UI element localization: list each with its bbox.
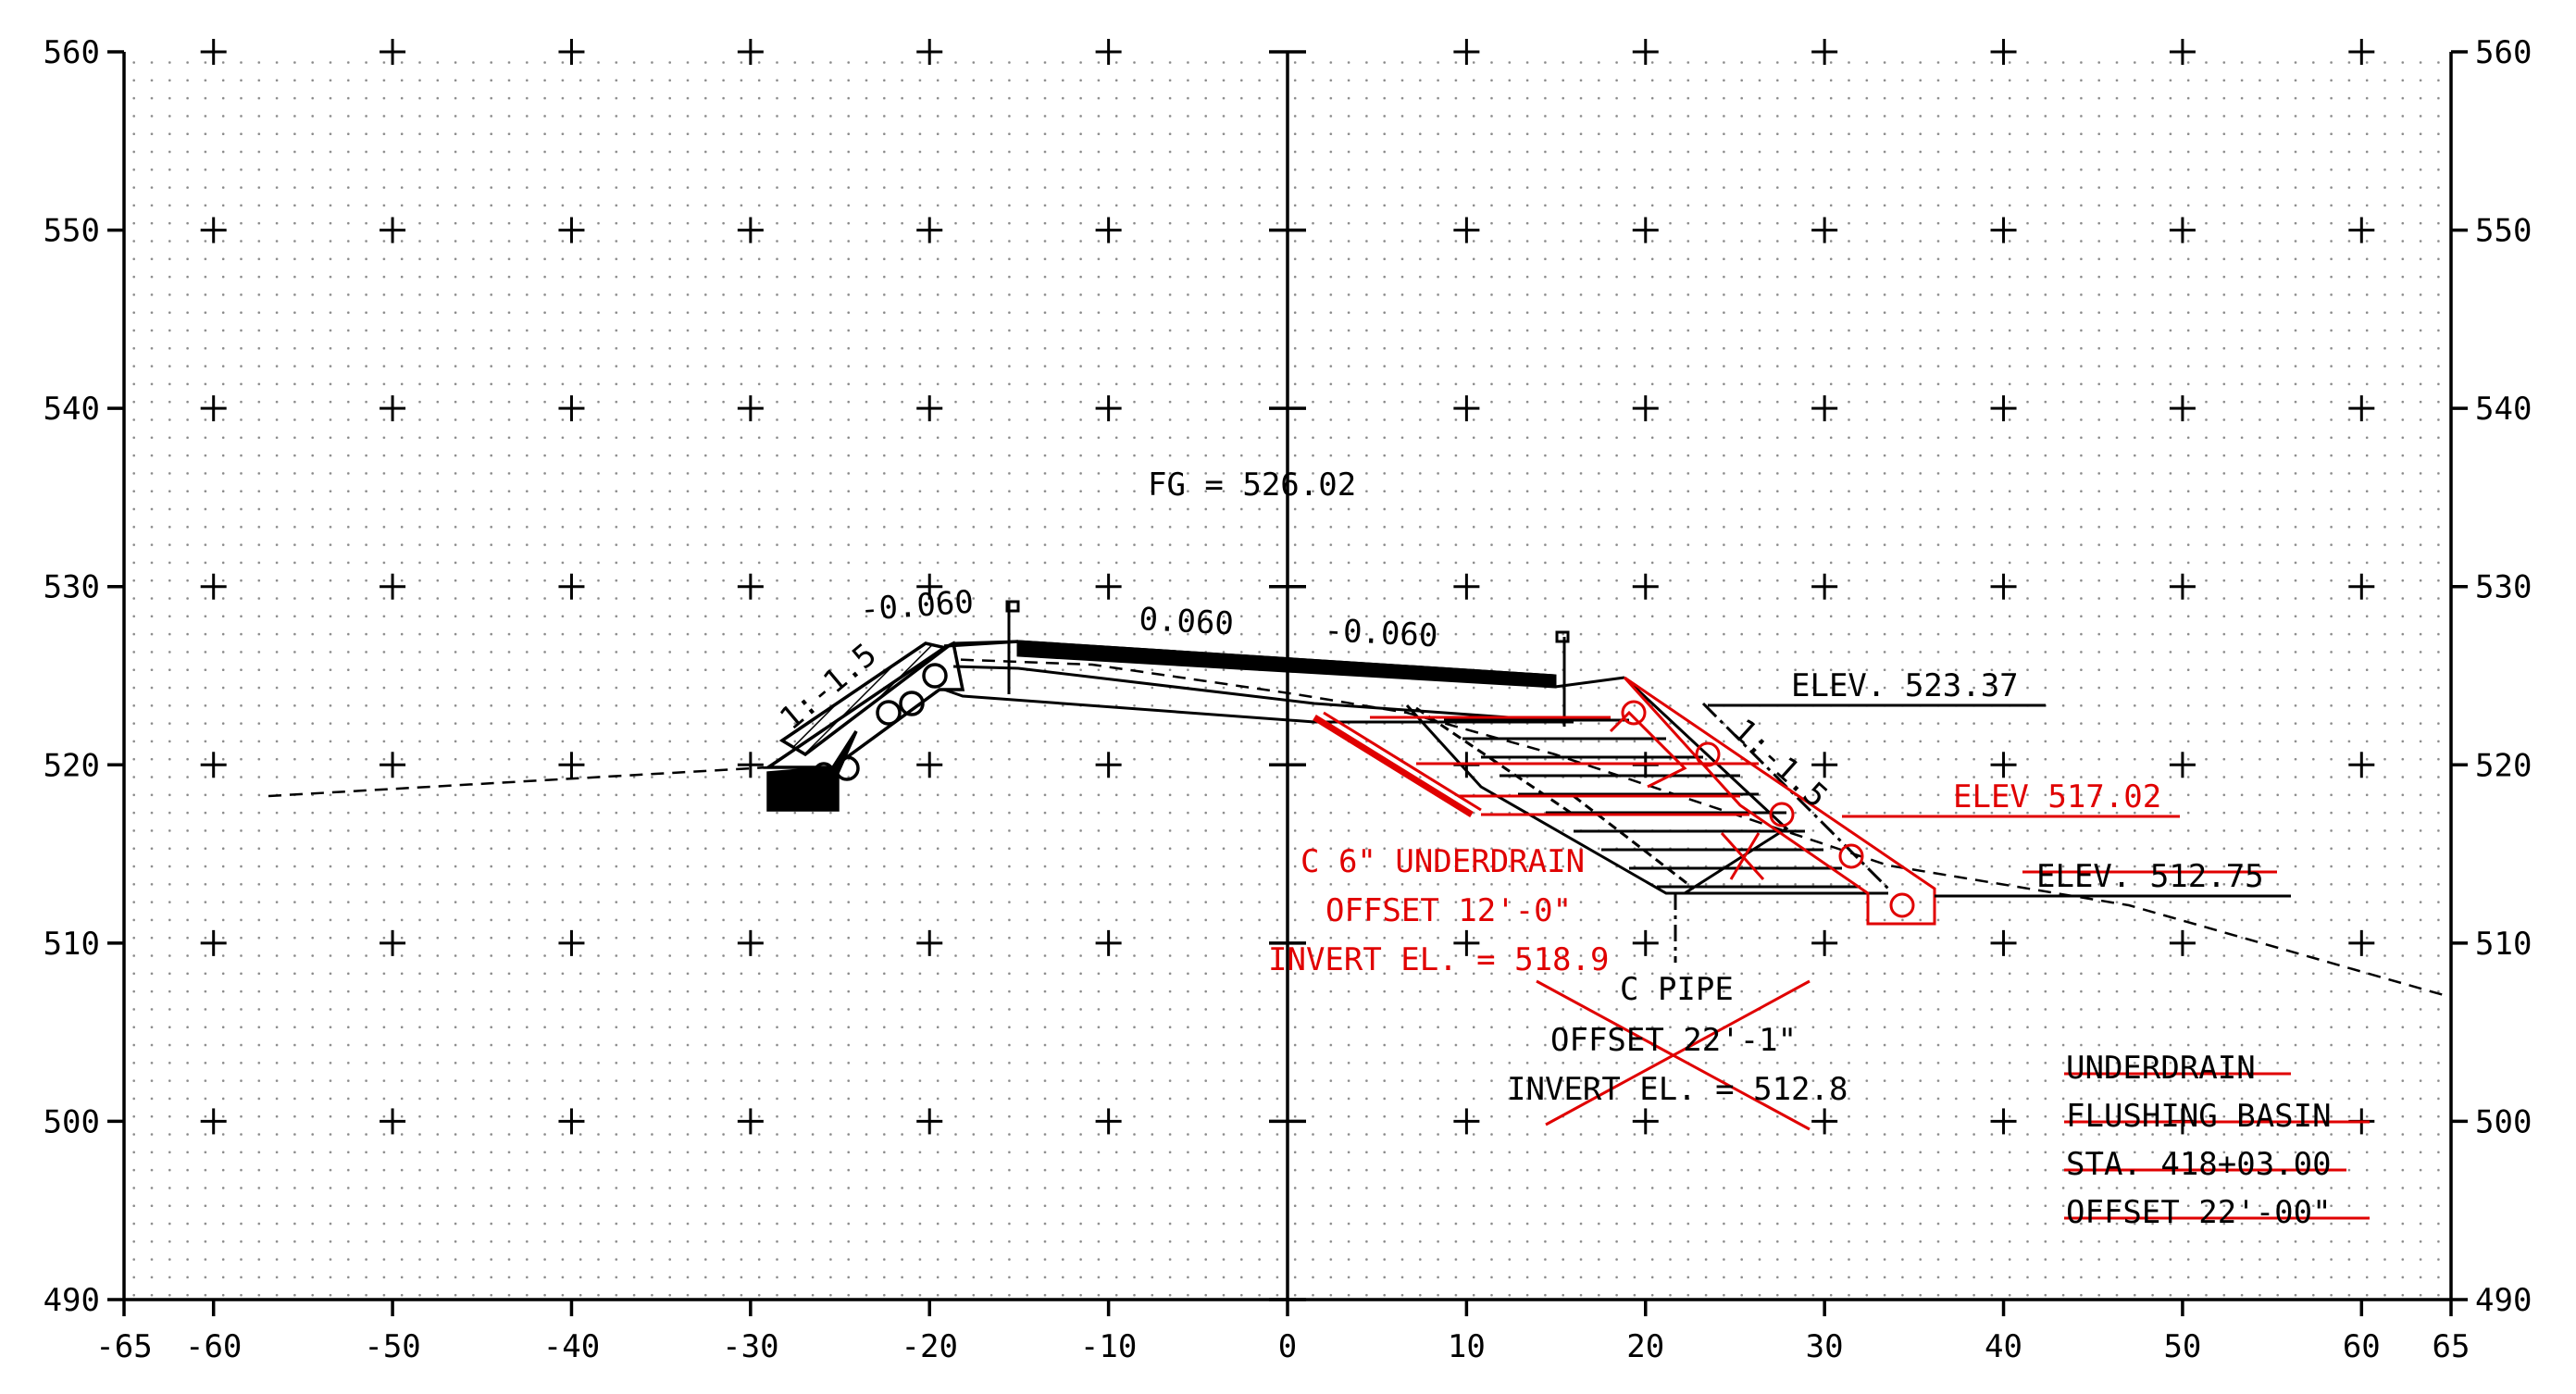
y-tick-label-right: 500 xyxy=(2475,1103,2532,1140)
x-tick-label: 40 xyxy=(1985,1328,2022,1365)
struck-note-line4: OFFSET 22'-00" xyxy=(2066,1194,2332,1231)
elev-bottom-label: ELEV. 512.75 xyxy=(2036,858,2264,895)
y-tick-labels: 490 490 500 500 510 510 520 520 530 530 540 540 550 5… xyxy=(44,34,2532,1319)
underdrain-callout-line3: INVERT EL. = 518.9 xyxy=(1268,941,1609,978)
y-tick-label-left: 530 xyxy=(44,569,100,606)
x-tick-label: -20 xyxy=(902,1328,958,1365)
y-tick-label-right: 540 xyxy=(2475,391,2532,428)
slope-center-left: 0.060 xyxy=(1139,601,1235,642)
x-tick-label: 20 xyxy=(1626,1328,1664,1365)
elevation-leaders xyxy=(1708,703,2291,898)
y-tick-label-right: 530 xyxy=(2475,569,2532,606)
x-tick-label: 60 xyxy=(2343,1328,2381,1365)
x-tick-labels: -65 -60 -50 -40 -30 -20 -10 0 10 20 30 40 50 60 65 xyxy=(95,1328,2470,1365)
y-tick-label-left: 510 xyxy=(44,926,100,963)
y-tick-label-right: 550 xyxy=(2475,213,2532,250)
finished-grade-label: FG = 526.02 xyxy=(1148,467,1356,504)
y-tick-label-left: 540 xyxy=(44,391,100,428)
underdrain-callout-line1: C 6" UNDERDRAIN xyxy=(1300,843,1585,880)
right-side-slope xyxy=(1405,676,1890,963)
y-tick-label-left: 500 xyxy=(44,1103,100,1140)
x-tick-label: -10 xyxy=(1080,1328,1137,1365)
x-tick-label: -60 xyxy=(185,1328,242,1365)
y-tick-label-left: 490 xyxy=(44,1282,100,1319)
y-tick-label-left: 560 xyxy=(44,34,100,71)
pipe-callout-line1: C PIPE xyxy=(1620,971,1734,1008)
y-tick-label-left: 520 xyxy=(44,747,100,784)
struck-note-line2: FLUSHING BASIN xyxy=(2066,1098,2332,1135)
y-tick-label-right: 490 xyxy=(2475,1282,2532,1319)
pavement-slab xyxy=(943,600,1625,727)
elev-top-label: ELEV. 523.37 xyxy=(1791,667,2019,704)
underdrain-callout-line2: OFFSET 12'-0" xyxy=(1325,892,1572,929)
struck-note-line3: STA. 418+03.00 xyxy=(2066,1146,2332,1183)
pipe-callout-line3: INVERT EL. = 512.8 xyxy=(1507,1071,1848,1108)
y-tick-label-left: 550 xyxy=(44,213,100,250)
slope-center-right: -0.060 xyxy=(1324,612,1439,654)
x-tick-label: -65 xyxy=(95,1328,152,1365)
x-tick-label: -50 xyxy=(364,1328,420,1365)
x-tick-label: 50 xyxy=(2163,1328,2201,1365)
red-markup xyxy=(1313,676,2370,1220)
slope-left-outer: -0.060 xyxy=(859,584,975,629)
x-tick-label: 10 xyxy=(1448,1328,1486,1365)
left-embankment xyxy=(763,640,1019,812)
y-tick-label-right: 560 xyxy=(2475,34,2532,71)
x-tick-label: 65 xyxy=(2433,1328,2470,1365)
x-tick-label: -30 xyxy=(722,1328,778,1365)
y-tick-label-right: 520 xyxy=(2475,747,2532,784)
x-tick-label: 30 xyxy=(1806,1328,1844,1365)
pipe-callout-line2: OFFSET 22'-1" xyxy=(1550,1022,1797,1059)
y-tick-label-right: 510 xyxy=(2475,926,2532,963)
elev-red-label: ELEV 517.02 xyxy=(1953,778,2161,815)
x-tick-label: 0 xyxy=(1278,1328,1297,1365)
x-tick-label: -40 xyxy=(543,1328,600,1365)
struck-note-line1: UNDERDRAIN xyxy=(2066,1050,2256,1087)
tick-marks xyxy=(107,50,2468,1316)
